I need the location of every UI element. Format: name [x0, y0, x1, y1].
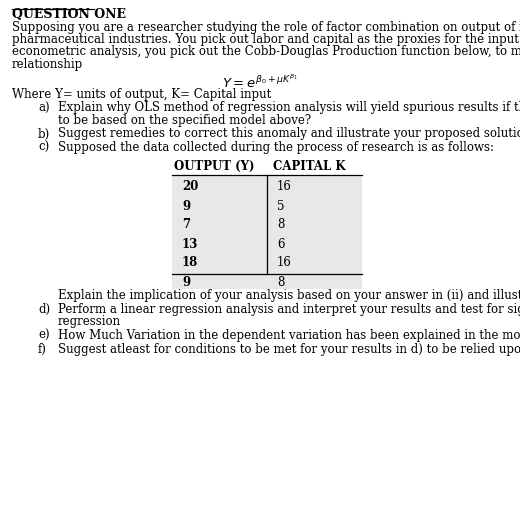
Text: e): e) [38, 329, 49, 342]
Text: d): d) [38, 303, 50, 316]
Bar [172, 250, 362, 270]
Text: Perform a linear regression analysis and interpret your results and test for sig: Perform a linear regression analysis and… [58, 303, 520, 316]
Text: How Much Variation in the dependent variation has been explained in the model?: How Much Variation in the dependent vari… [58, 329, 520, 342]
Text: 13: 13 [182, 237, 198, 250]
Text: Explain why OLS method of regression analysis will yield spurious results if the: Explain why OLS method of regression ana… [58, 101, 520, 115]
Text: Supposing you are a researcher studying the role of factor combination on output: Supposing you are a researcher studying … [12, 20, 520, 33]
Text: to be based on the specified model above?: to be based on the specified model above… [58, 114, 311, 127]
Text: c): c) [38, 141, 49, 154]
Text: regression: regression [58, 315, 121, 329]
Text: 9: 9 [182, 275, 190, 288]
Text: 20: 20 [182, 180, 198, 194]
Text: 18: 18 [182, 257, 198, 270]
Text: OUTPUT (Y): OUTPUT (Y) [175, 160, 255, 172]
Text: CAPITAL K: CAPITAL K [274, 160, 346, 172]
Text: 8: 8 [277, 275, 284, 288]
Bar [172, 174, 362, 194]
Text: econometric analysis, you pick out the Cobb-Douglas Production function below, t: econometric analysis, you pick out the C… [12, 46, 520, 58]
Bar [172, 194, 362, 212]
Text: 7: 7 [182, 219, 190, 232]
Text: $Y = e^{\beta_0+\mu K^{\beta_1}}$: $Y = e^{\beta_0+\mu K^{\beta_1}}$ [222, 74, 298, 91]
Text: b): b) [38, 127, 50, 140]
Bar [172, 232, 362, 250]
Bar [172, 212, 362, 232]
Text: 9: 9 [182, 199, 190, 212]
Text: pharmaceutical industries. You pick out labor and capital as the proxies for the: pharmaceutical industries. You pick out … [12, 33, 520, 46]
Text: 5: 5 [277, 199, 284, 212]
Text: Where Y= units of output, K= Capital input: Where Y= units of output, K= Capital inp… [12, 88, 271, 101]
Text: 8: 8 [277, 219, 284, 232]
Text: Supposed the data collected during the process of research is as follows:: Supposed the data collected during the p… [58, 141, 494, 154]
Text: 6: 6 [277, 237, 284, 250]
Text: f): f) [38, 343, 47, 355]
Text: 16: 16 [277, 180, 292, 194]
Text: relationship: relationship [12, 58, 83, 71]
Text: a): a) [38, 101, 49, 115]
Text: QUESTION ONE: QUESTION ONE [12, 8, 126, 21]
Text: Suggest atleast for conditions to be met for your results in d) to be relied upo: Suggest atleast for conditions to be met… [58, 343, 520, 355]
Bar [172, 270, 362, 288]
Text: Suggest remedies to correct this anomaly and illustrate your proposed solution o: Suggest remedies to correct this anomaly… [58, 127, 520, 140]
Text: 16: 16 [277, 257, 292, 270]
Text: Explain the implication of your analysis based on your answer in (ii) and illust: Explain the implication of your analysis… [58, 288, 520, 302]
